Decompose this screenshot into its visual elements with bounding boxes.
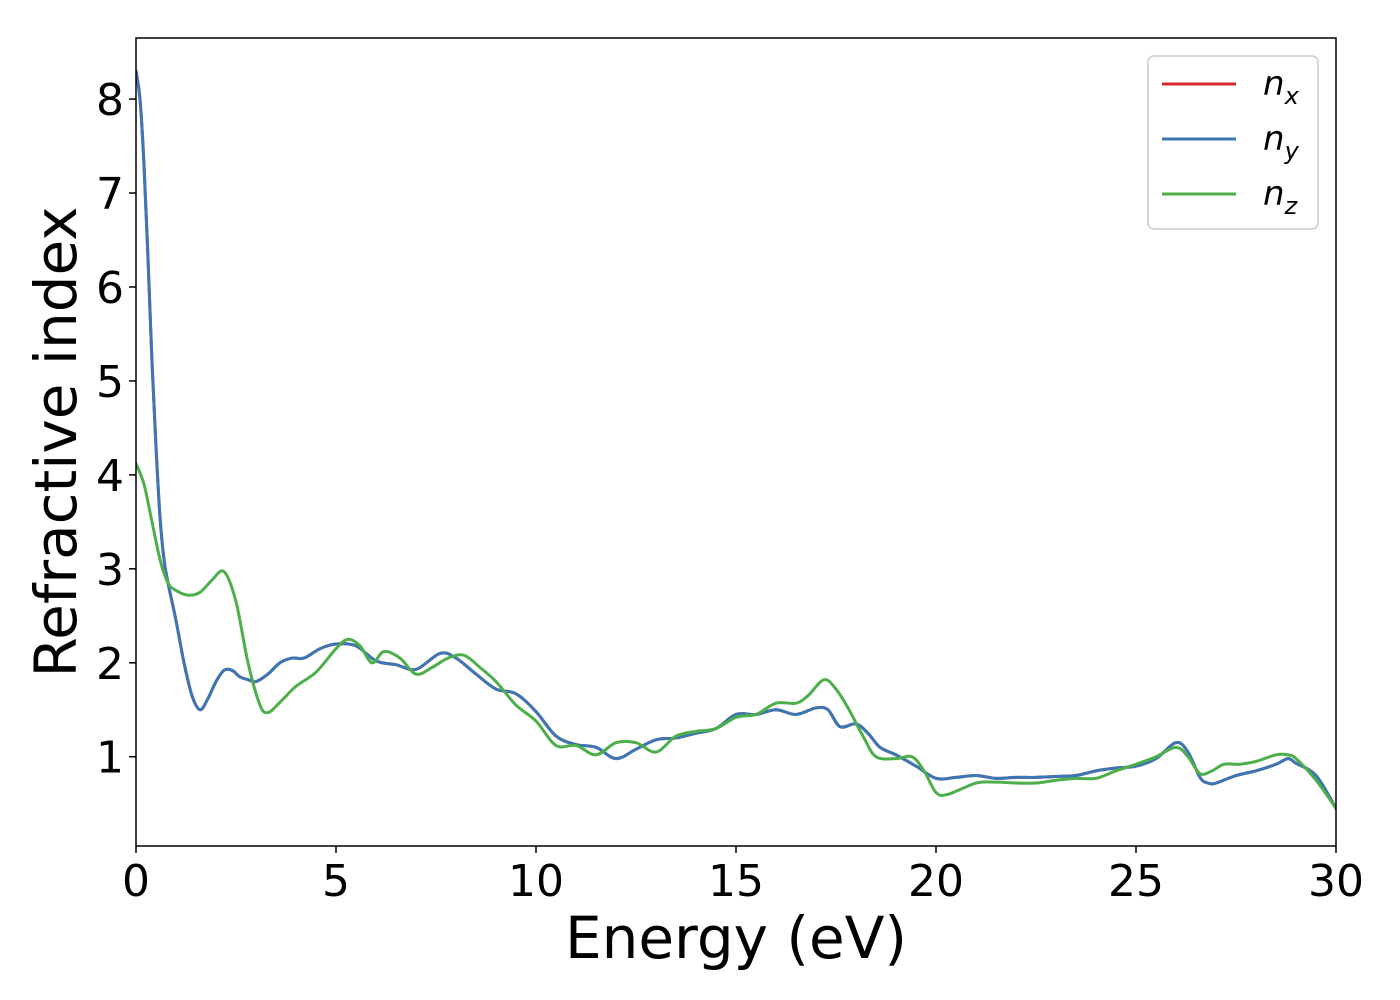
x-tick-label: 10 [508,856,564,907]
y-tick-label: 7 [96,169,124,220]
x-tick-label: 30 [1308,856,1364,907]
x-axis-label: Energy (eV) [565,904,907,972]
x-tick-label: 20 [908,856,964,907]
x-tick-label: 0 [122,856,150,907]
x-tick-label: 15 [708,856,764,907]
x-tick-label: 25 [1108,856,1164,907]
legend-label-nz: nz [1263,174,1299,220]
legend-label-nx: nx [1263,64,1300,110]
y-tick-label: 1 [96,733,124,784]
y-tick-label: 8 [96,75,124,126]
y-tick-label: 4 [96,451,124,502]
series-line-nz [136,462,1336,810]
y-tick-label: 6 [96,263,124,314]
series-layer [136,69,1336,810]
y-tick-label: 3 [96,545,124,596]
y-tick-label: 2 [96,639,124,690]
legend: nx ny nz [1147,55,1319,230]
legend-label-ny: ny [1263,119,1300,165]
y-axis-label: Refractive index [22,206,90,677]
y-tick-label: 5 [96,357,124,408]
legend-box [1147,55,1319,230]
y-axis-ticks: 1 2 3 4 5 6 7 8 [96,75,136,784]
x-axis-ticks: 0 5 10 15 20 25 30 [122,846,1364,907]
x-tick-label: 5 [322,856,350,907]
